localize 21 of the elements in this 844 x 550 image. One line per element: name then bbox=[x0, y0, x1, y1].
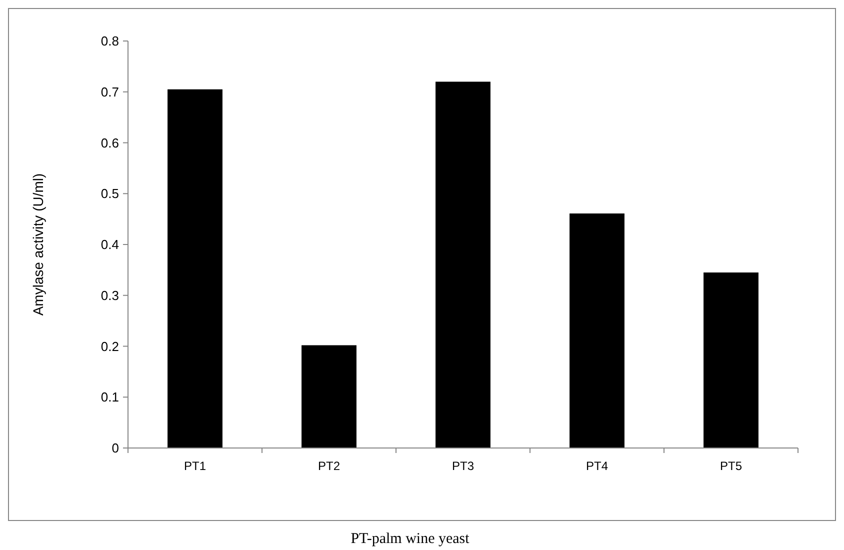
x-tick-label: PT1 bbox=[184, 459, 206, 473]
y-tick-label: 0.4 bbox=[100, 237, 119, 252]
y-tick-label: 0.3 bbox=[100, 288, 119, 303]
y-axis-title: Amylase activity (U/ml) bbox=[30, 173, 46, 316]
bar bbox=[168, 89, 222, 448]
y-tick-label: 0.2 bbox=[100, 338, 119, 354]
y-tick-label: 0 bbox=[112, 440, 119, 456]
y-tick-label: 0.7 bbox=[100, 84, 119, 100]
y-tick-label: 0.1 bbox=[100, 390, 119, 405]
bar bbox=[704, 272, 758, 448]
y-tick-label: 0.5 bbox=[100, 186, 119, 202]
bar bbox=[436, 82, 490, 448]
bar bbox=[570, 213, 624, 448]
x-tick-label: PT4 bbox=[586, 459, 608, 473]
x-axis-title: PT-palm wine yeast bbox=[350, 531, 470, 547]
x-tick-label: PT5 bbox=[720, 459, 742, 473]
y-tick-label: 0.6 bbox=[100, 135, 119, 150]
x-tick-label: PT3 bbox=[452, 459, 474, 473]
x-tick-label: PT2 bbox=[318, 459, 340, 473]
y-tick-label: 0.8 bbox=[100, 34, 119, 49]
bar bbox=[302, 345, 356, 448]
